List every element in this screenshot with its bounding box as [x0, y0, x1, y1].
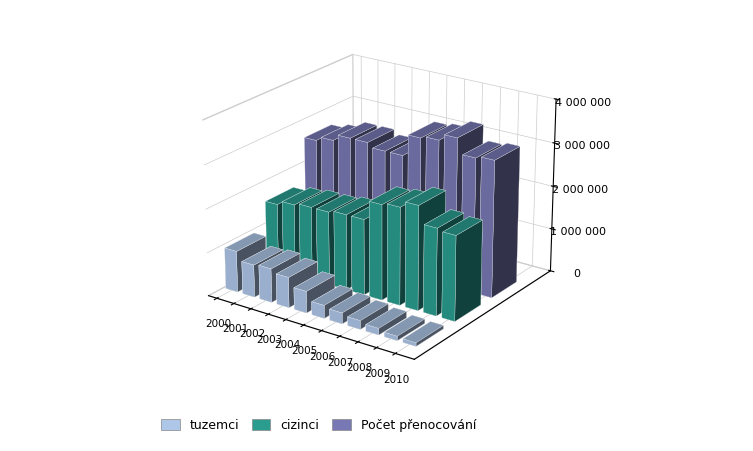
- Legend: tuzemci, cizinci, Počet přenocování: tuzemci, cizinci, Počet přenocování: [156, 414, 481, 437]
